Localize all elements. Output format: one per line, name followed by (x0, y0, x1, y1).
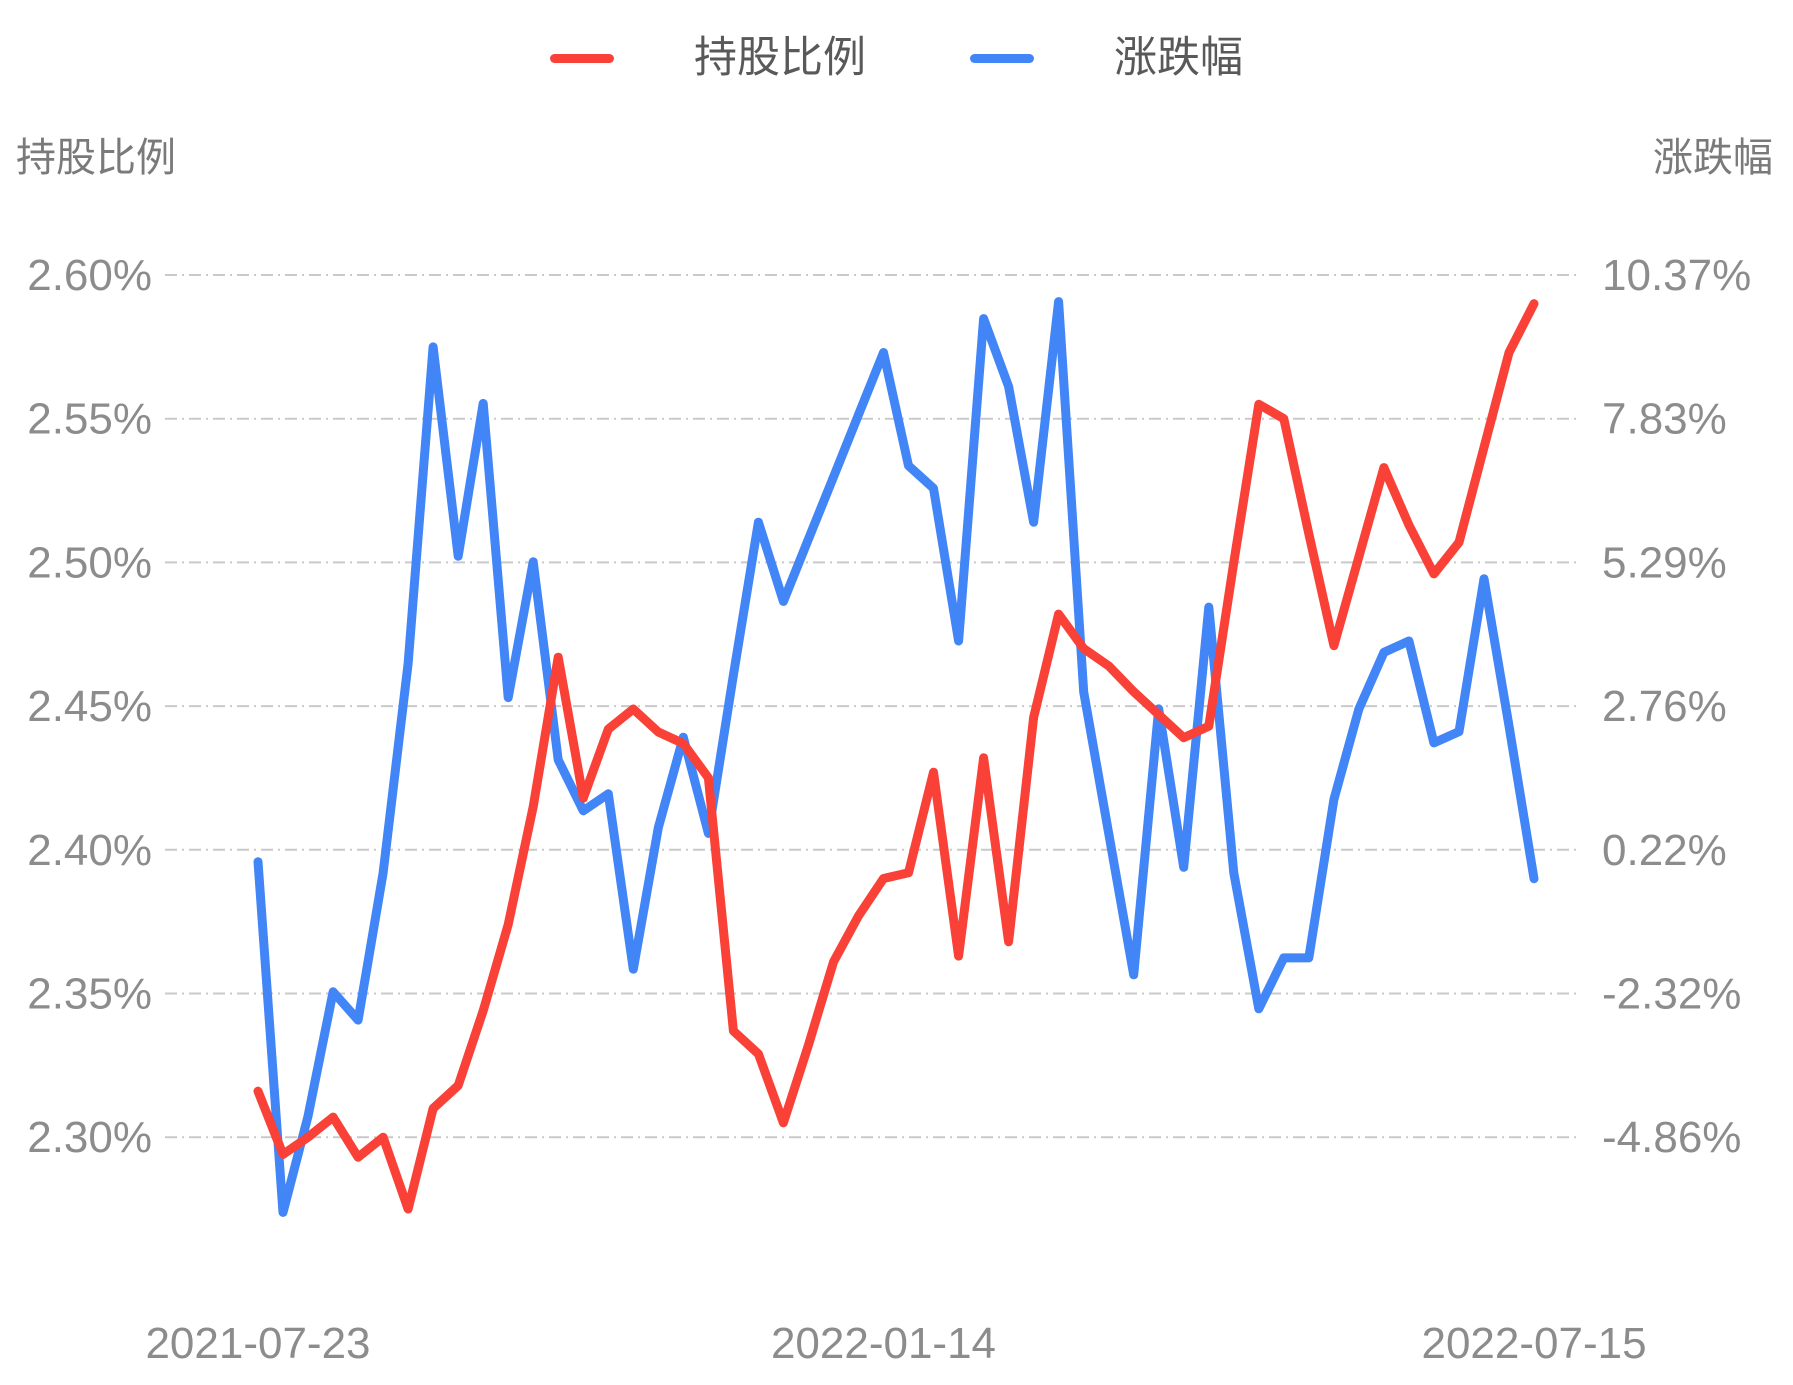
left-axis-tick-label: 2.35% (27, 970, 152, 1019)
right-axis-tick-label: 0.22% (1602, 826, 1727, 875)
x-axis-tick-label: 2022-01-14 (771, 1319, 996, 1368)
x-axis-tick-label: 2022-07-15 (1421, 1319, 1646, 1368)
legend-label-holding-ratio: 持股比例 (694, 33, 866, 82)
right-axis-tick-label: 10.37% (1602, 251, 1751, 300)
legend-item-change-pct[interactable]: 涨跌幅 (970, 33, 1243, 82)
gridlines (165, 274, 1580, 1139)
left-axis-tick-label: 2.50% (27, 538, 152, 587)
right-axis-tick-label: 7.83% (1602, 395, 1727, 444)
legend: 持股比例 涨跌幅 (0, 18, 1793, 98)
x-axis-tick-label: 2021-07-23 (145, 1319, 370, 1368)
left-axis-tick-label: 2.55% (27, 395, 152, 444)
legend-label-change-pct: 涨跌幅 (1114, 33, 1243, 82)
right-axis-tick-label: 2.76% (1602, 682, 1727, 731)
left-axis-tick-label: 2.30% (27, 1113, 152, 1162)
series-line-change-pct[interactable] (253, 297, 1539, 1217)
left-axis-tick-label: 2.40% (27, 826, 152, 875)
right-axis-tick-label: -4.86% (1602, 1113, 1741, 1162)
left-axis-tick-label: 2.45% (27, 682, 152, 731)
series-line-holding-ratio[interactable] (253, 299, 1539, 1214)
left-axis-title: 持股比例 (16, 136, 176, 180)
right-axis-title: 涨跌幅 (1653, 136, 1773, 180)
legend-item-holding-ratio[interactable]: 持股比例 (550, 33, 866, 82)
left-axis-tick-label: 2.60% (27, 251, 152, 300)
legend-line-marker-red (550, 53, 614, 63)
legend-line-marker-blue (970, 53, 1034, 63)
right-axis-tick-label: -2.32% (1602, 970, 1741, 1019)
right-axis-tick-label: 5.29% (1602, 538, 1727, 587)
